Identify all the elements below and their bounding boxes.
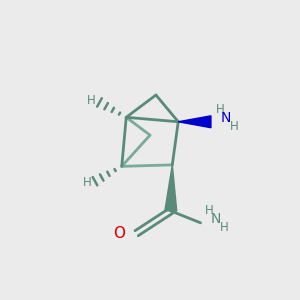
Text: O: O xyxy=(113,226,125,241)
Polygon shape xyxy=(165,165,177,211)
Text: H: H xyxy=(230,120,239,133)
Text: N: N xyxy=(220,112,231,125)
Text: N: N xyxy=(211,212,221,226)
Text: H: H xyxy=(220,221,229,234)
Text: H: H xyxy=(83,176,92,189)
Text: H: H xyxy=(205,204,214,217)
Text: H: H xyxy=(87,94,96,107)
Text: H: H xyxy=(215,103,224,116)
Polygon shape xyxy=(178,116,211,128)
